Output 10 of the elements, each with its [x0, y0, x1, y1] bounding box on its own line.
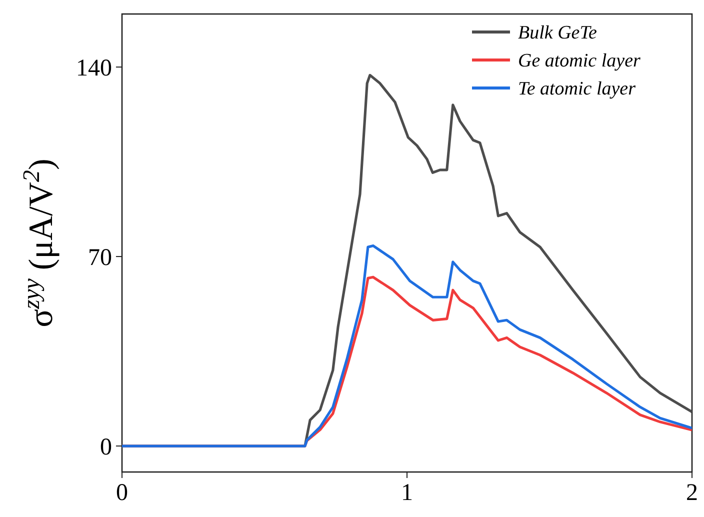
y-tick-label: 140	[76, 55, 112, 82]
x-tick-label: 0	[116, 480, 128, 506]
line-series	[122, 244, 692, 448]
y-tick-label: 0	[100, 434, 112, 460]
legend-label: Te atomic layer	[518, 78, 636, 100]
x-tick-label: 2	[686, 480, 698, 506]
x-tick-label: 1	[401, 480, 413, 506]
legend-label: Ge atomic layer	[518, 50, 642, 72]
legend-label: Bulk GeTe	[518, 22, 597, 44]
y-tick-label: 70	[88, 244, 112, 271]
